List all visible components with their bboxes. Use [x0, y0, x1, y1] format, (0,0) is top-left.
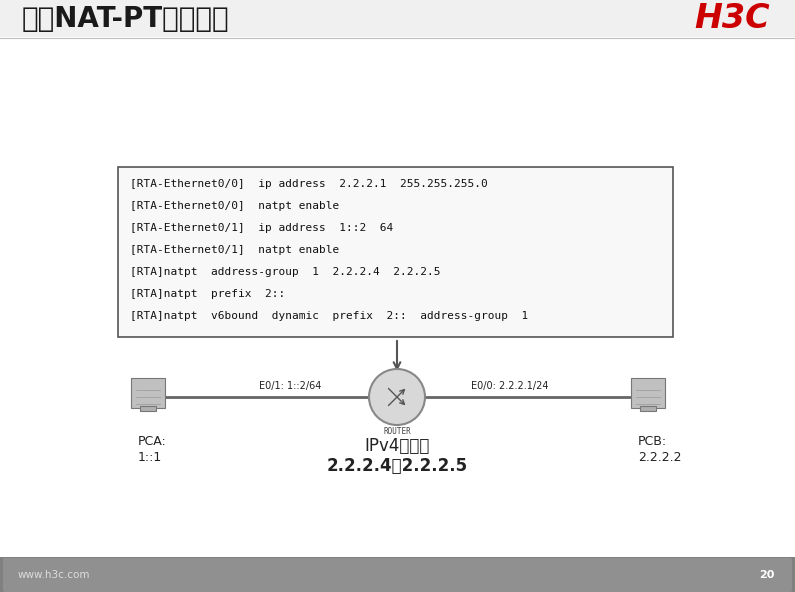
Text: 动态NAT-PT配置示例: 动态NAT-PT配置示例: [22, 5, 230, 33]
Bar: [0, 37, 795, 557]
Text: 20: 20: [760, 570, 775, 580]
Text: [RTA]natpt  prefix  2::: [RTA]natpt prefix 2::: [130, 289, 285, 299]
Text: 2.2.2.4－2.2.2.5: 2.2.2.4－2.2.2.5: [327, 457, 467, 475]
Text: [RTA-Ethernet0/1]  natpt enable: [RTA-Ethernet0/1] natpt enable: [130, 245, 339, 255]
Circle shape: [369, 369, 425, 425]
FancyBboxPatch shape: [140, 406, 156, 411]
FancyBboxPatch shape: [631, 378, 665, 408]
Text: www.h3c.com: www.h3c.com: [18, 570, 91, 580]
Text: PCB:: PCB:: [638, 435, 667, 448]
Text: H3C: H3C: [694, 2, 770, 36]
FancyBboxPatch shape: [118, 167, 673, 337]
Text: 2.2.2.2: 2.2.2.2: [638, 451, 681, 464]
Text: IPv4地址池: IPv4地址池: [364, 437, 429, 455]
Text: PCA:: PCA:: [138, 435, 167, 448]
FancyBboxPatch shape: [640, 406, 656, 411]
FancyBboxPatch shape: [3, 558, 792, 592]
Bar: [0, 557, 795, 592]
Text: [RTA-Ethernet0/0]  natpt enable: [RTA-Ethernet0/0] natpt enable: [130, 201, 339, 211]
Bar: [0, 0, 795, 37]
Text: [RTA]natpt  v6bound  dynamic  prefix  2::  address-group  1: [RTA]natpt v6bound dynamic prefix 2:: ad…: [130, 311, 528, 321]
Text: [RTA]natpt  address-group  1  2.2.2.4  2.2.2.5: [RTA]natpt address-group 1 2.2.2.4 2.2.2…: [130, 267, 440, 277]
FancyBboxPatch shape: [131, 378, 165, 408]
Text: [RTA-Ethernet0/0]  ip address  2.2.2.1  255.255.255.0: [RTA-Ethernet0/0] ip address 2.2.2.1 255…: [130, 179, 488, 189]
Text: E0/0: 2.2.2.1/24: E0/0: 2.2.2.1/24: [471, 381, 549, 391]
Text: [RTA-Ethernet0/1]  ip address  1::2  64: [RTA-Ethernet0/1] ip address 1::2 64: [130, 223, 394, 233]
Text: 1::1: 1::1: [138, 451, 162, 464]
Text: ROUTER: ROUTER: [383, 427, 411, 436]
Text: E0/1: 1::2/64: E0/1: 1::2/64: [259, 381, 321, 391]
